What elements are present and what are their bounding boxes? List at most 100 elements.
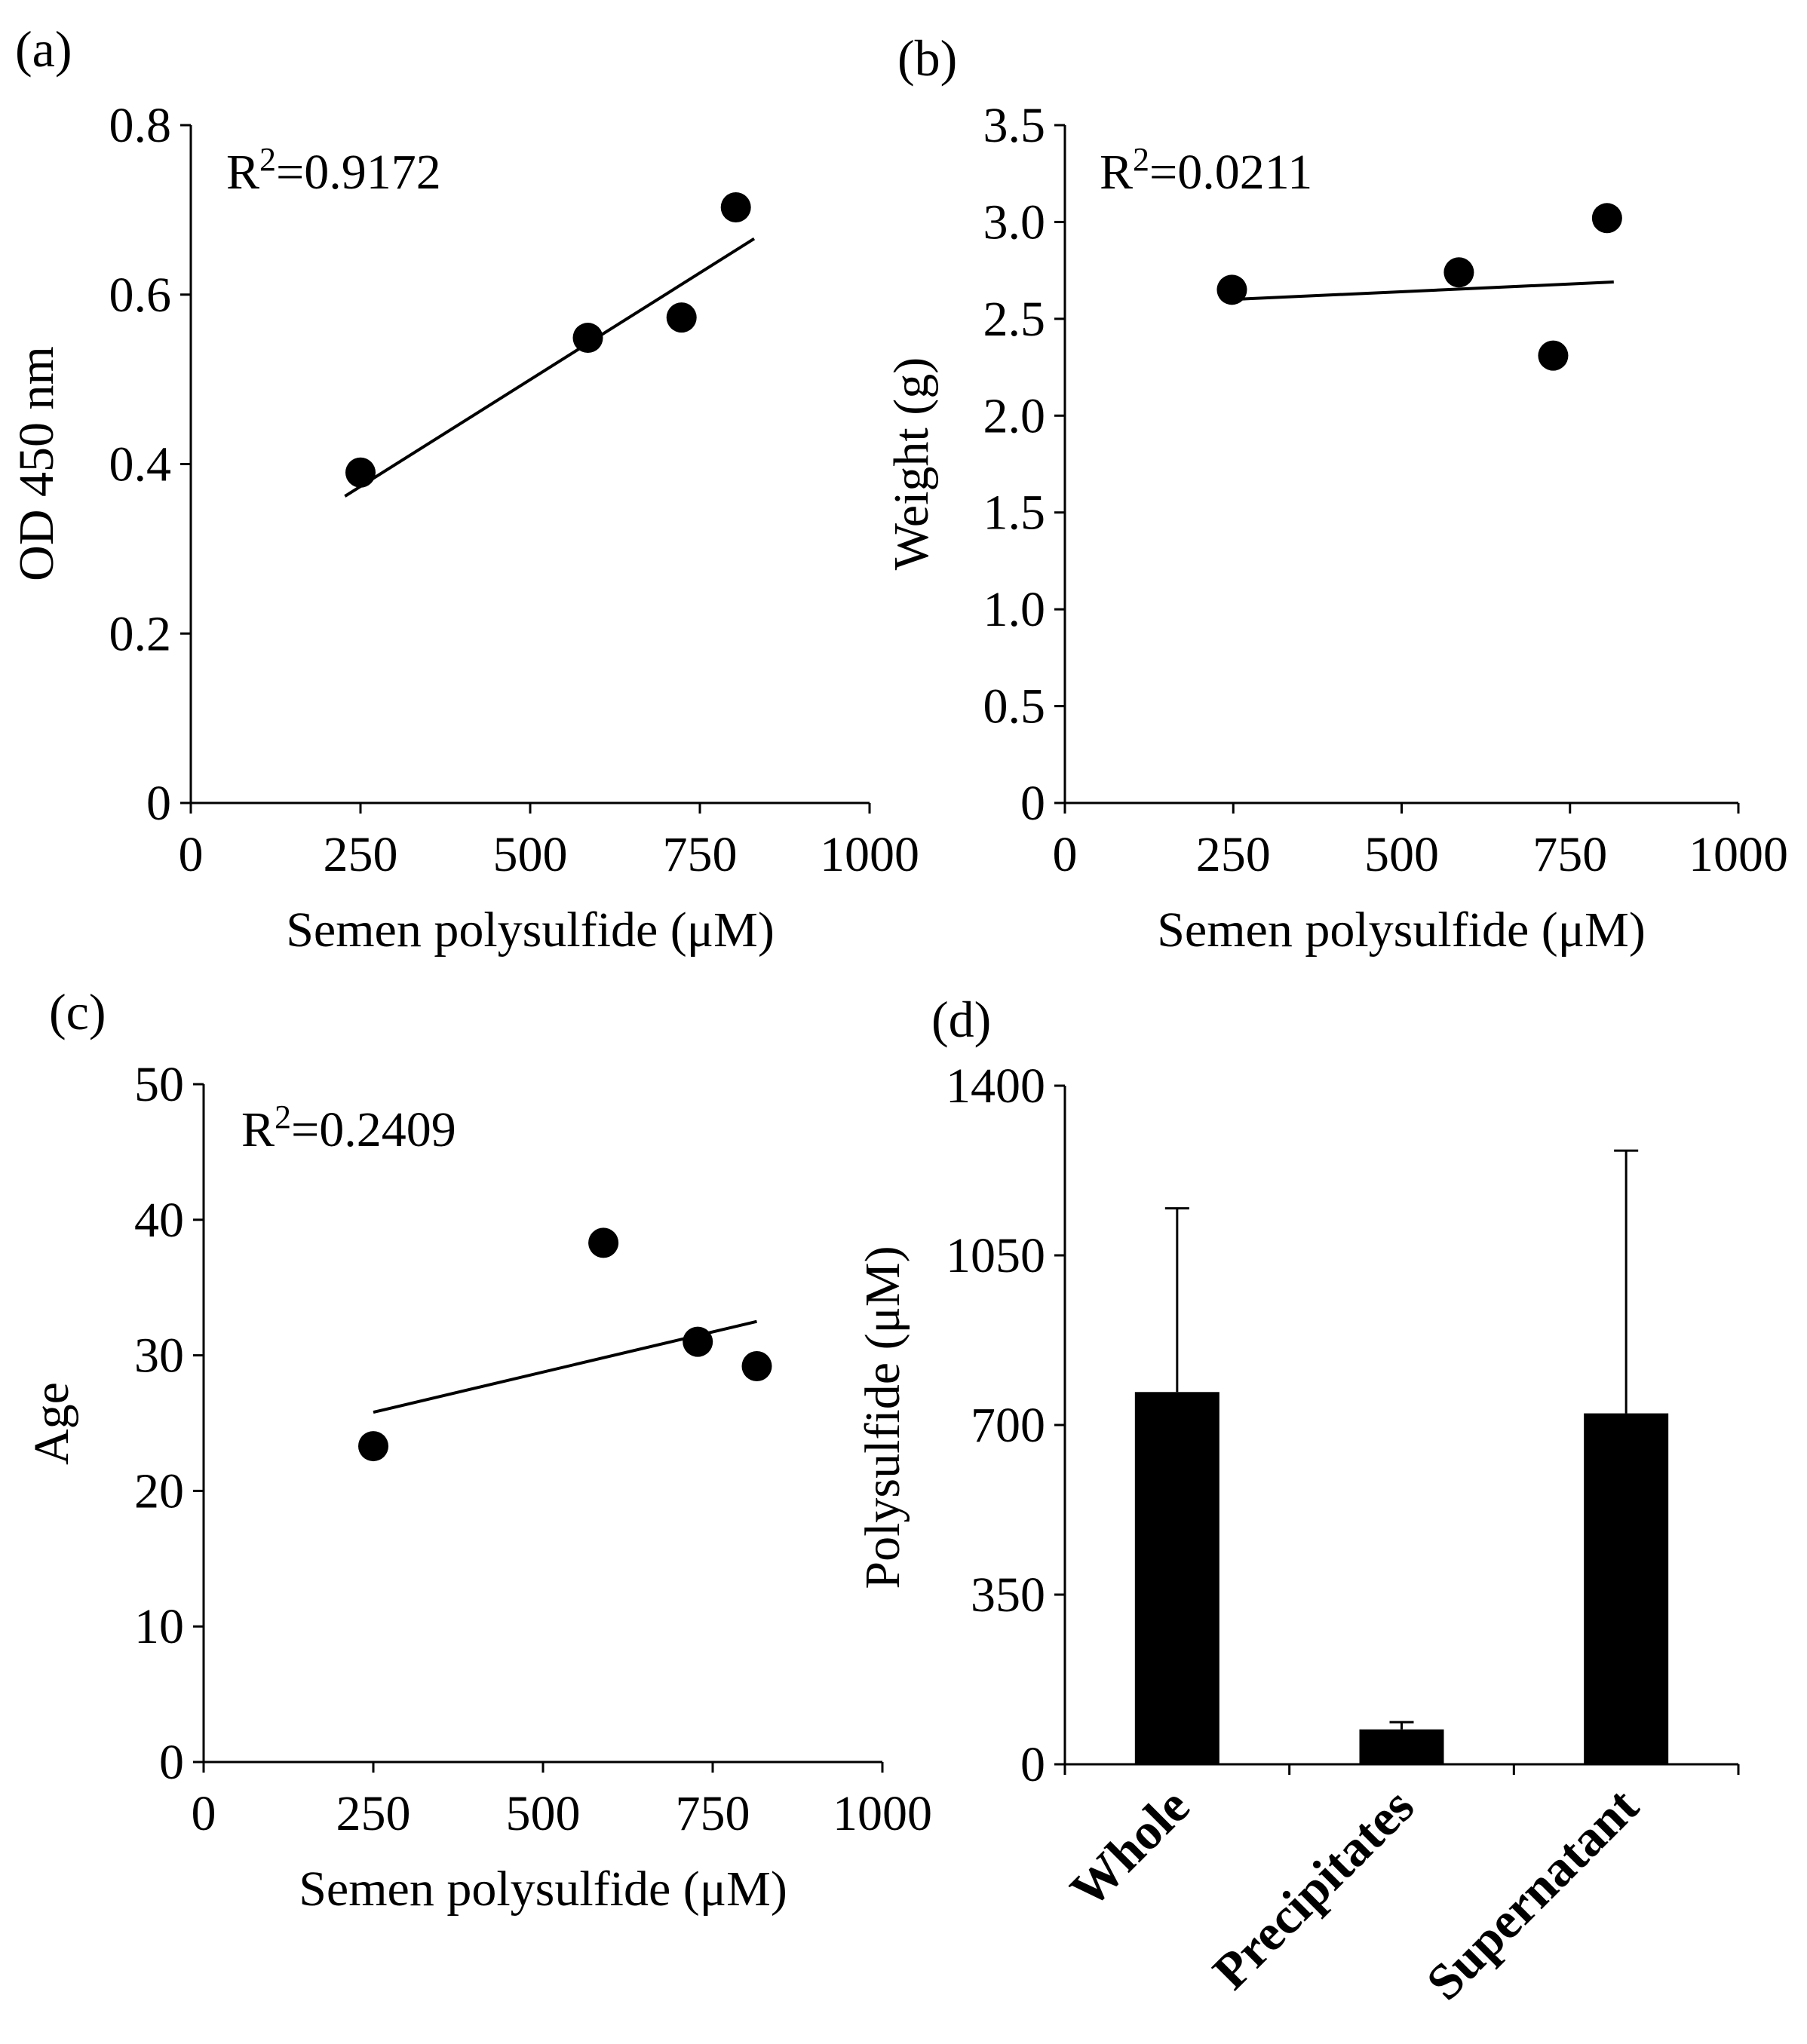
x-tick-label: 250 [336, 1786, 411, 1841]
x-ticks [189, 803, 871, 814]
trendline [344, 237, 756, 498]
y-tick-label: 30 [134, 1328, 184, 1384]
x-tick-label: 250 [324, 827, 398, 882]
x-tick-label: 500 [506, 1786, 581, 1841]
y-tick-label: 350 [971, 1567, 1045, 1623]
y-tick-label: 0.5 [983, 679, 1046, 734]
trendline [1232, 280, 1614, 302]
y-tick-label: 1050 [946, 1228, 1045, 1283]
data-point [720, 192, 751, 223]
data-point [345, 457, 376, 488]
x-ticks [202, 1762, 884, 1773]
data-point [1216, 274, 1247, 305]
data-point [1538, 340, 1569, 371]
y-tick-label: 1.5 [983, 486, 1046, 541]
y-tick-label: 0.2 [109, 606, 172, 661]
y-axis-label: Age [24, 1382, 79, 1465]
x-tick-label: 1000 [833, 1786, 932, 1841]
y-tick-label: 0.4 [109, 437, 172, 492]
r-symbol: R [226, 145, 259, 200]
r-squared-annotation: R2=0.9172 [226, 141, 441, 200]
category-label: Whole [1059, 1777, 1200, 1918]
panel-a: (a) 0 0.2 0.4 0.6 0.8 0 250 500 750 1000… [9, 20, 919, 958]
data-point [683, 1326, 713, 1357]
panel-b: (b) 0 0.5 1.0 1.5 2.0 2.5 3.0 3.5 0 250 … [884, 29, 1788, 958]
r-squared-annotation: R2=0.2409 [241, 1099, 456, 1157]
y-tick-label: 0 [1020, 776, 1045, 831]
bar [1134, 1392, 1219, 1764]
data-point [358, 1431, 388, 1462]
y-tick-label: 2.5 [983, 292, 1046, 347]
x-tick-label: 1000 [820, 827, 919, 882]
y-ticks [193, 1083, 204, 1764]
bars [1134, 1392, 1669, 1764]
category-label: Supernatant [1416, 1777, 1649, 2011]
panel-label: (d) [931, 991, 991, 1048]
y-tick-label: 0 [1020, 1737, 1045, 1792]
y-tick-label: 3.5 [983, 98, 1046, 153]
data-point [572, 323, 603, 354]
x-axis-label: Semen polysulfide (μM) [1157, 902, 1646, 958]
r-superscript: 2 [275, 1099, 291, 1135]
x-tick-label: 750 [663, 827, 738, 882]
bar [1359, 1729, 1444, 1764]
data-points [358, 1227, 772, 1462]
bar [1584, 1413, 1669, 1764]
data-point [588, 1227, 619, 1258]
y-tick-label: 3.0 [983, 195, 1046, 250]
x-tick-label: 750 [676, 1786, 750, 1841]
r-value: =0.0211 [1149, 145, 1312, 200]
y-tick-label: 700 [971, 1398, 1045, 1453]
panel-d: (d) 0 350 700 1050 1400 Polysulfide (μM)… [855, 991, 1740, 2011]
r-value: =0.9172 [276, 145, 441, 200]
x-axis-label: Semen polysulfide (μM) [299, 1862, 787, 1917]
panel-label: (b) [897, 29, 957, 87]
x-tick-label: 500 [1364, 827, 1439, 882]
r-superscript: 2 [1133, 141, 1149, 178]
x-tick-label: 0 [1053, 827, 1078, 882]
x-tick-label: 500 [493, 827, 568, 882]
error-bars [1164, 1149, 1639, 1730]
data-point [741, 1350, 772, 1381]
y-axis-label: Polysulfide (μM) [855, 1246, 910, 1589]
data-points [1216, 203, 1622, 371]
x-tick-label: 0 [192, 1786, 216, 1841]
r-value: =0.2409 [291, 1102, 456, 1157]
y-tick-label: 40 [134, 1193, 184, 1248]
y-tick-label: 0.6 [109, 268, 172, 323]
x-tick-label: 0 [179, 827, 204, 882]
x-tick-label: 750 [1532, 827, 1607, 882]
panel-label: (c) [49, 983, 106, 1040]
x-ticks [1063, 1764, 1740, 1775]
y-tick-label: 1.0 [983, 582, 1046, 637]
x-tick-label: 1000 [1689, 827, 1788, 882]
y-ticks [180, 124, 191, 804]
y-ticks [1054, 1084, 1065, 1766]
r-symbol: R [1100, 145, 1133, 200]
y-axis-label: Weight (g) [884, 357, 939, 570]
r-superscript: 2 [259, 141, 276, 178]
panel-c: (c) 0 10 20 30 40 50 0 250 500 750 1000 … [24, 983, 932, 1917]
y-tick-label: 0 [159, 1735, 184, 1790]
y-tick-label: 2.0 [983, 388, 1046, 443]
y-tick-label: 0.8 [109, 98, 172, 153]
y-tick-label: 10 [134, 1599, 184, 1654]
y-tick-label: 0 [146, 776, 171, 831]
x-axis-label: Semen polysulfide (μM) [286, 902, 775, 958]
x-ticks [1063, 803, 1740, 814]
y-ticks [1054, 124, 1065, 804]
y-axis-label: OD 450 nm [9, 346, 64, 581]
data-point [666, 302, 697, 333]
y-tick-label: 50 [134, 1057, 184, 1112]
y-tick-label: 20 [134, 1463, 184, 1518]
data-point [1443, 257, 1474, 288]
r-squared-annotation: R2=0.0211 [1100, 141, 1312, 200]
category-label: Precipitates [1201, 1777, 1425, 2000]
r-symbol: R [241, 1102, 275, 1157]
data-points [345, 192, 751, 488]
x-tick-label: 250 [1196, 827, 1271, 882]
panel-label: (a) [15, 20, 72, 78]
data-point [1591, 203, 1622, 234]
y-tick-label: 1400 [946, 1059, 1045, 1114]
